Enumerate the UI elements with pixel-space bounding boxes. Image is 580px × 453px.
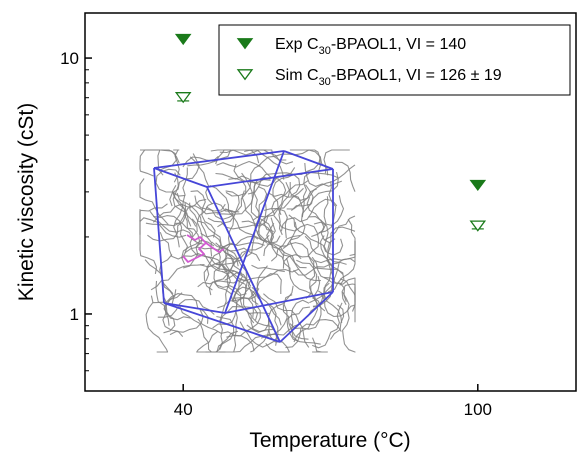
- legend: Exp C30-BPAOL1, VI = 140 Sim C30-BPAOL1, …: [218, 24, 571, 96]
- y-axis-title: Kinetic viscosity (cSt): [15, 103, 38, 301]
- legend-box: [218, 24, 571, 96]
- x-tick-label: 100: [464, 400, 492, 419]
- data-point-sim: [469, 220, 487, 232]
- data-point-exp: [174, 33, 192, 46]
- data-point-sim: [174, 92, 192, 104]
- simulation-box-inset: [139, 149, 356, 353]
- polymer-chains: [139, 149, 356, 353]
- x-axis-ticks: 40 100: [174, 384, 492, 419]
- x-tick-label: 40: [174, 400, 193, 419]
- legend-marker: [236, 38, 254, 50]
- data-point-exp: [469, 179, 487, 191]
- data-markers: [174, 33, 487, 232]
- legend-label: Exp C30-BPAOL1, VI = 140: [275, 36, 466, 57]
- x-axis-title: Temperature (°C): [249, 429, 410, 452]
- plot-frame: [84, 12, 577, 392]
- y-tick-label: 1: [70, 305, 79, 324]
- simulation-box: [153, 150, 334, 343]
- y-axis-ticks: 1 10: [60, 49, 92, 372]
- legend-label: Sim C30-BPAOL1, VI = 126 ± 19: [275, 67, 502, 88]
- y-tick-label: 10: [60, 49, 79, 68]
- highlighted-chain: [182, 234, 225, 263]
- legend-marker: [236, 69, 254, 81]
